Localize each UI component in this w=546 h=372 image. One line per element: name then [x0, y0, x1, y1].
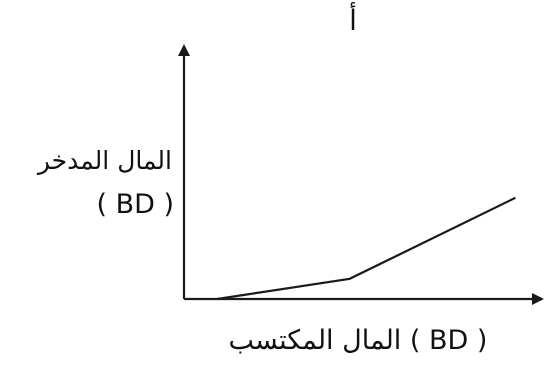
chart-title: أ — [349, 4, 357, 37]
x-axis-label: المال المكتسب ( BD ) — [228, 325, 488, 356]
data-series-line — [216, 196, 516, 301]
y-axis-unit-label: ( BD ) — [96, 189, 174, 220]
y-axis-label: المال المدخر — [37, 146, 172, 175]
